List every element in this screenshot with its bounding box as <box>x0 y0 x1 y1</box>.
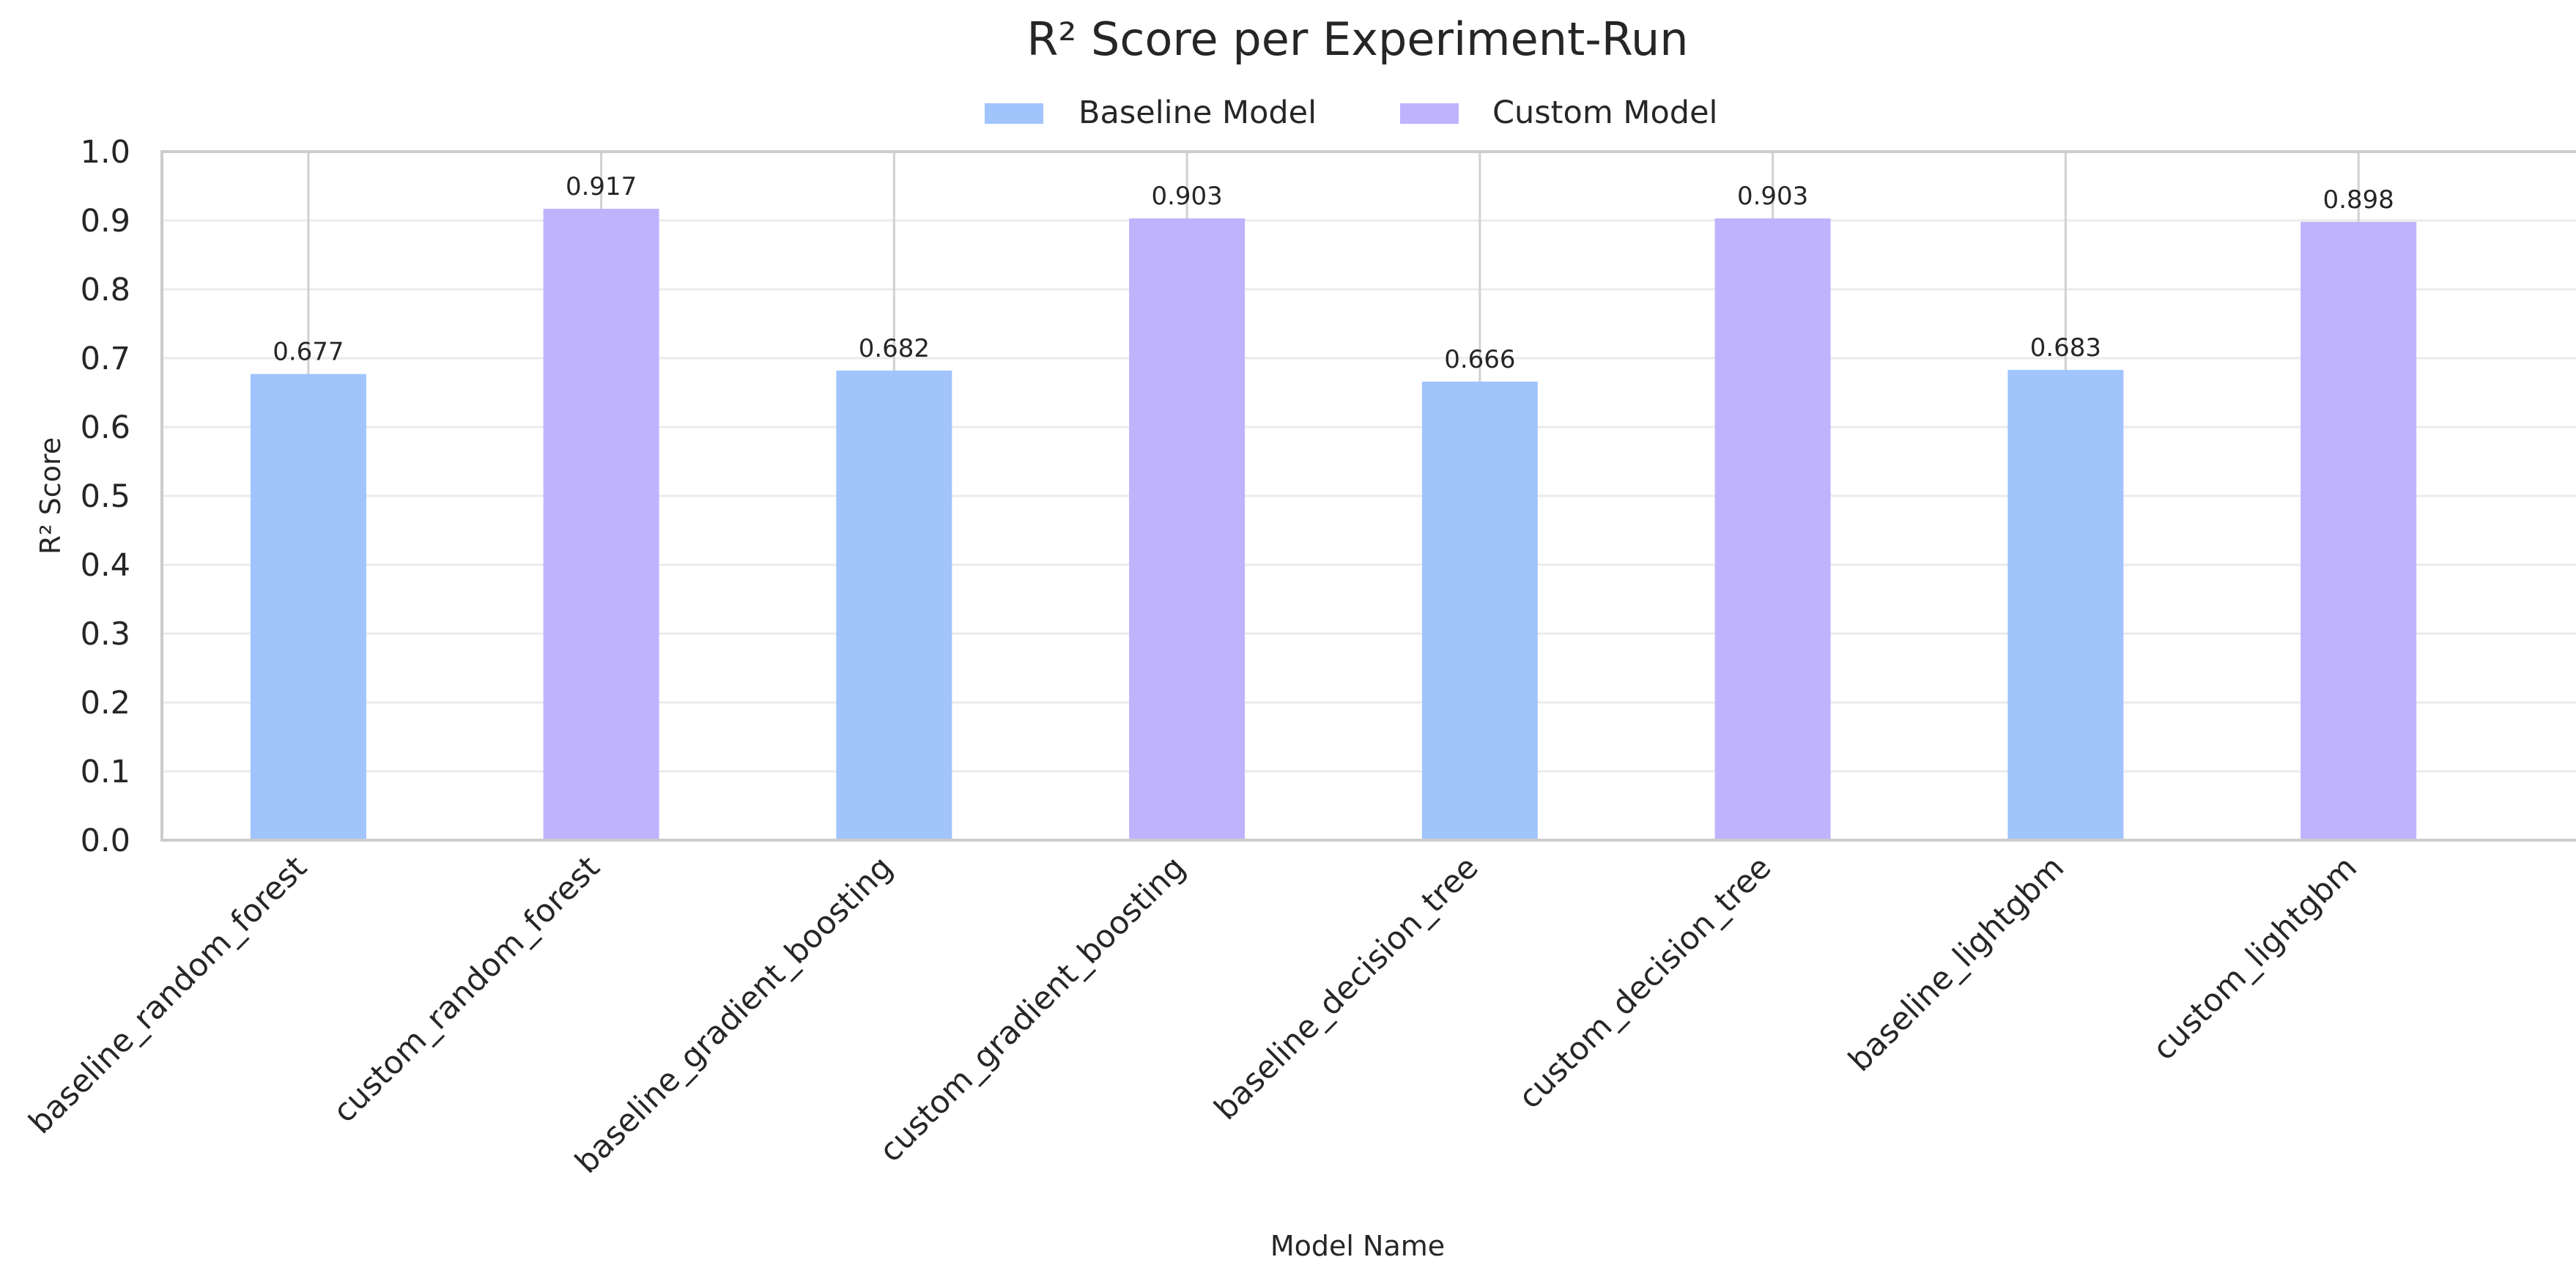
bar-custom-random-forest <box>543 209 659 840</box>
y-tick-label: 0.8 <box>81 272 130 308</box>
x-tick-label: custom_lightgbm <box>2146 849 2364 1067</box>
y-tick-label: 0.0 <box>81 823 130 859</box>
legend-label-baseline: Baseline Model <box>1078 94 1317 131</box>
y-tick-label: 1.0 <box>81 134 130 171</box>
x-tick-label: baseline_decision_tree <box>1207 849 1486 1127</box>
bar-value-label: 0.903 <box>1737 182 1808 211</box>
bar-custom-gradient-boosting <box>1129 218 1246 840</box>
y-tick-label: 0.7 <box>81 341 130 377</box>
x-tick-label: custom_decision_tree <box>1511 849 1778 1116</box>
bar-value-label: 0.903 <box>1151 182 1222 211</box>
x-tick-labels: baseline_random_forest custom_random_fore… <box>22 849 2364 1180</box>
x-tick-label: baseline_gradient_boosting <box>569 849 900 1180</box>
x-tick-label: baseline_random_forest <box>22 849 314 1141</box>
legend-swatch-baseline <box>985 103 1043 124</box>
y-tick-label: 0.1 <box>81 754 130 790</box>
bar-value-label: 0.666 <box>1444 345 1515 374</box>
bar-value-label: 0.898 <box>2323 185 2394 215</box>
bar-baseline-random-forest <box>250 374 366 840</box>
y-axis-label: R² Score <box>34 437 67 555</box>
y-tick-label: 0.5 <box>81 478 130 515</box>
value-labels: 0.677 0.917 0.682 0.903 0.666 0.903 0.683 0.898 <box>273 172 2394 374</box>
bar-baseline-lightgbm <box>2007 369 2124 841</box>
bar-value-label: 0.683 <box>2030 333 2101 363</box>
y-tick-label: 0.9 <box>81 203 130 240</box>
bar-baseline-decision-tree <box>1421 381 1538 840</box>
x-tick-label: custom_gradient_boosting <box>873 849 1193 1169</box>
bars <box>250 209 2417 841</box>
bar-value-label: 0.677 <box>273 338 344 367</box>
x-tick-label: baseline_lightgbm <box>1842 849 2072 1079</box>
y-tick-label: 0.6 <box>81 409 130 446</box>
gridlines <box>162 150 2576 842</box>
bar-custom-lightgbm <box>2301 221 2417 840</box>
legend: Baseline Model Custom Model <box>985 94 1718 131</box>
y-tick-label: 0.4 <box>81 547 130 584</box>
bar-value-label: 0.682 <box>859 334 930 363</box>
legend-swatch-custom <box>1400 103 1459 124</box>
chart-title: R² Score per Experiment-Run <box>1026 12 1688 66</box>
legend-label-custom: Custom Model <box>1492 94 1718 131</box>
y-tick-label: 0.2 <box>81 685 130 722</box>
plot-frame <box>160 150 2576 842</box>
y-tick-label: 0.3 <box>81 616 130 653</box>
y-tick-labels: 0.0 0.1 0.2 0.3 0.4 0.5 0.6 0.7 0.8 0.9 1.0 <box>81 134 130 859</box>
bar-baseline-gradient-boosting <box>836 370 952 840</box>
x-axis-label: Model Name <box>1270 1230 1445 1262</box>
x-tick-label: custom_random_forest <box>326 849 607 1130</box>
bar-custom-decision-tree <box>1714 218 1831 840</box>
bar-value-label: 0.917 <box>566 172 637 201</box>
